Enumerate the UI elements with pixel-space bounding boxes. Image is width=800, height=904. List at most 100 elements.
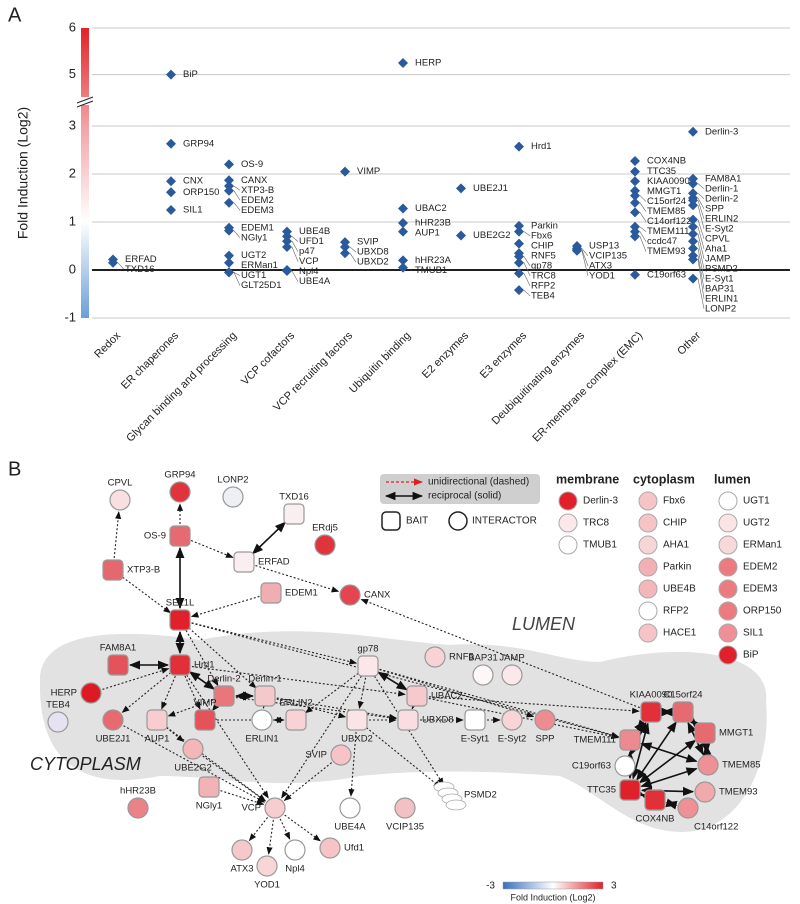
point-label: UBE4B	[299, 226, 330, 237]
leader-line	[639, 226, 647, 232]
edge-unidirectional	[123, 725, 266, 803]
leader-line	[233, 230, 241, 238]
point-label: UBE2J1	[473, 183, 508, 194]
node-label: VIMP	[193, 698, 216, 709]
point-label: HERP	[415, 58, 441, 69]
point-label: ERLIN1	[705, 293, 738, 304]
point-label: TMEM111	[647, 226, 689, 237]
legend-label: Derlin-3	[583, 496, 618, 507]
edge-unidirectional	[113, 511, 122, 559]
node-label: C15orf24	[663, 690, 702, 701]
bait-node	[213, 685, 235, 707]
data-point	[688, 273, 698, 284]
leader-line	[697, 248, 705, 279]
legend-label: ORP150	[743, 606, 782, 617]
bait-node	[672, 701, 694, 723]
leader-line	[291, 241, 299, 252]
legend-swatch	[718, 645, 738, 665]
data-point	[224, 267, 234, 278]
point-label: VCIP135	[589, 251, 627, 262]
data-point	[630, 156, 640, 167]
y-tick-label: 5	[69, 66, 76, 81]
edge-unidirectional	[102, 667, 170, 690]
point-label: UBE2G2	[473, 230, 511, 241]
leader-line	[233, 185, 241, 191]
x-tick-label: Redox	[92, 329, 123, 360]
point-label: C19orf63	[647, 269, 686, 280]
interactor-node	[677, 797, 699, 819]
leader-line	[291, 236, 299, 242]
edge-reciprocal	[251, 521, 287, 555]
data-point	[630, 166, 640, 177]
data-point	[166, 187, 176, 198]
edge-unidirectional	[188, 627, 257, 689]
edge-unidirectional	[255, 565, 340, 593]
edge-unidirectional	[304, 672, 359, 714]
membrane-region	[39, 631, 767, 832]
edge-reciprocal	[640, 742, 698, 763]
point-label: ERMan1	[241, 260, 278, 271]
proteasome-icon	[445, 799, 467, 811]
edge-unidirectional	[379, 668, 620, 738]
point-label: EDEM3	[241, 205, 274, 216]
edge-unidirectional	[284, 814, 321, 842]
leader-line	[639, 231, 647, 242]
edge-unidirectional	[357, 677, 367, 709]
data-point	[688, 200, 698, 211]
leader-line	[639, 236, 647, 252]
edge-reciprocal	[665, 798, 678, 810]
interactor-node	[80, 682, 102, 704]
interactor-node	[127, 797, 149, 819]
edge-unidirectional	[360, 598, 641, 709]
edge-reciprocal	[188, 671, 216, 690]
edge-unidirectional	[276, 697, 397, 720]
leader-line	[349, 253, 357, 263]
data-point	[630, 231, 640, 242]
leader-line	[639, 195, 647, 202]
legend-label: UGT1	[743, 496, 770, 507]
point-label: JAMP	[705, 253, 730, 264]
legend-label: HACE1	[663, 628, 697, 639]
point-label: PSMD2	[705, 263, 738, 274]
interactor-node	[256, 855, 278, 877]
data-point	[166, 176, 176, 187]
node-label: AUP1	[145, 734, 170, 745]
edge-legend-label: reciprocal (solid)	[428, 491, 501, 502]
point-label: GRP94	[183, 138, 214, 149]
data-point	[340, 241, 350, 252]
point-label: CPVL	[705, 233, 730, 244]
data-point	[688, 236, 698, 247]
node-label: JAMP	[499, 653, 524, 664]
data-point	[166, 69, 176, 80]
node-label: ATX3	[230, 864, 253, 875]
node-label: UBE4A	[334, 822, 366, 833]
x-tick-label: Ubiquitin binding	[347, 330, 413, 396]
bait-node	[107, 654, 129, 676]
data-point	[224, 185, 234, 196]
bait-node	[146, 709, 168, 731]
leader-line	[523, 231, 531, 237]
legend-swatch	[718, 491, 738, 511]
node-label: E-Syt1	[461, 734, 490, 745]
bait-node	[285, 709, 307, 731]
bait-node	[198, 776, 220, 798]
colorbar-tick-label: 3	[611, 881, 617, 892]
legend-swatch	[638, 623, 658, 643]
legend-label: AHA1	[663, 540, 690, 551]
y-tick-label: 3	[69, 117, 76, 132]
shape-legend-label: INTERACTOR	[472, 516, 537, 527]
leader-line	[581, 250, 589, 277]
legend-label: UBE4B	[663, 584, 696, 595]
leader-line	[697, 255, 705, 289]
point-label: CNX	[183, 176, 204, 187]
node-label: Ufd1	[344, 843, 364, 854]
data-point	[340, 166, 350, 177]
legend-label: RFP2	[663, 606, 689, 617]
legend-swatch	[718, 535, 738, 555]
region-label: CYTOPLASM	[30, 754, 141, 774]
leader-line	[291, 270, 299, 282]
legend-label: TMUB1	[583, 540, 617, 551]
point-label: Parkin	[531, 220, 558, 231]
bait-node	[283, 503, 305, 525]
interactor-node	[534, 709, 556, 731]
